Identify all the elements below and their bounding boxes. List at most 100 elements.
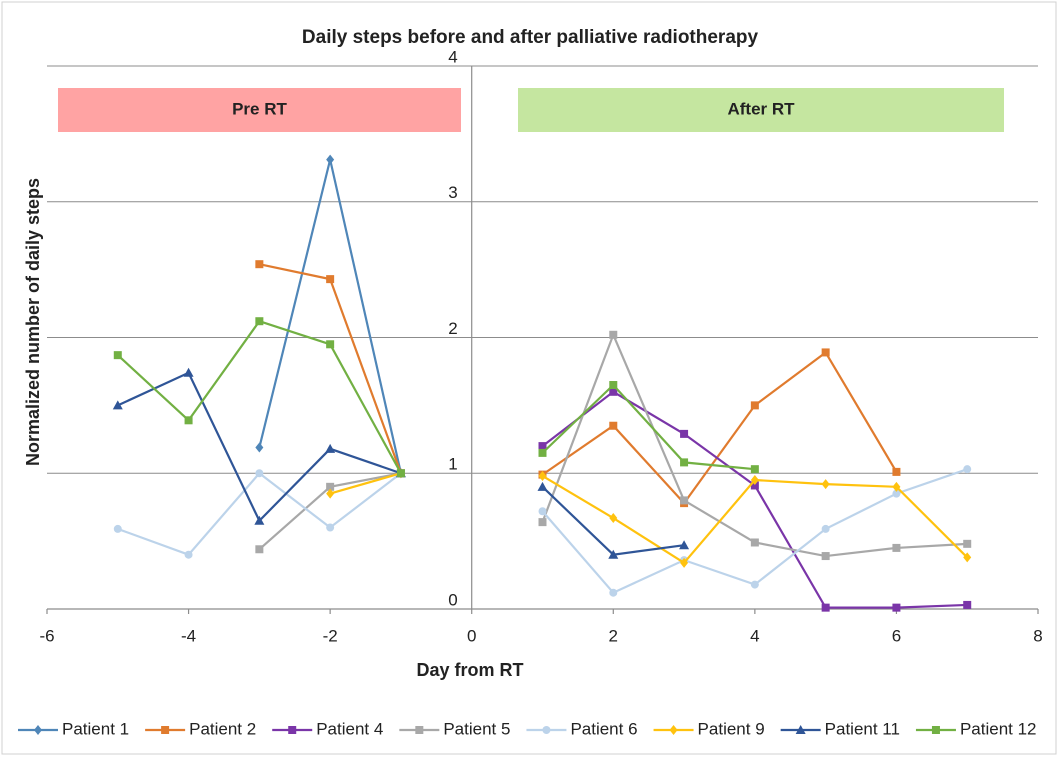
x-tick-label: 6 <box>892 626 901 645</box>
marker <box>537 481 548 491</box>
marker <box>750 401 759 410</box>
y-tick-label: 1 <box>448 455 457 474</box>
marker <box>795 725 806 734</box>
x-tick-label: 2 <box>609 626 618 645</box>
x-tick-label: -6 <box>39 626 54 645</box>
y-tick-label: 2 <box>448 319 457 338</box>
marker <box>821 552 830 561</box>
marker <box>538 470 547 481</box>
marker <box>609 381 618 390</box>
series-line <box>329 472 402 495</box>
y-tick-label: 4 <box>448 47 457 66</box>
marker <box>326 523 335 532</box>
marker <box>680 458 689 467</box>
marker <box>34 725 42 735</box>
legend-label: Patient 5 <box>443 719 510 738</box>
marker <box>963 552 972 563</box>
annotation-label: After RT <box>727 99 795 118</box>
series-line <box>541 383 755 471</box>
marker <box>326 482 335 491</box>
marker <box>750 580 759 589</box>
marker <box>112 400 123 410</box>
marker <box>326 340 335 349</box>
marker <box>326 275 335 284</box>
marker <box>750 481 759 490</box>
marker <box>609 588 618 597</box>
x-tick-label: 4 <box>750 626 759 645</box>
marker <box>184 550 193 559</box>
marker <box>255 442 264 453</box>
marker <box>963 465 972 474</box>
annotation-box <box>518 88 1004 132</box>
marker <box>609 330 618 339</box>
marker <box>821 479 830 490</box>
marker <box>396 469 405 478</box>
annotation-label: Pre RT <box>232 99 287 118</box>
marker <box>161 726 170 734</box>
legend-label: Patient 1 <box>62 719 129 738</box>
marker <box>326 154 335 165</box>
marker <box>288 726 297 734</box>
series-line <box>541 350 898 505</box>
marker <box>609 387 618 396</box>
marker <box>415 726 424 734</box>
marker <box>609 513 618 524</box>
marker <box>680 496 689 505</box>
series <box>113 317 759 478</box>
marker <box>963 539 972 548</box>
legend-label: Patient 6 <box>570 719 637 738</box>
marker <box>542 726 551 734</box>
marker <box>821 603 830 612</box>
marker <box>326 488 335 499</box>
marker <box>538 442 547 451</box>
marker <box>255 260 264 269</box>
y-tick-label: 0 <box>448 590 457 609</box>
legend-label: Patient 11 <box>825 719 900 738</box>
annotation-box <box>58 88 461 132</box>
marker <box>255 469 264 478</box>
series <box>255 330 972 561</box>
chart-title: Daily steps before and after palliative … <box>302 27 759 48</box>
marker <box>821 524 830 533</box>
marker <box>255 545 264 554</box>
marker <box>963 600 972 609</box>
marker <box>669 725 678 735</box>
legend-label: Patient 2 <box>189 719 256 738</box>
x-tick-label: -2 <box>323 626 338 645</box>
marker <box>750 465 759 474</box>
marker <box>750 475 759 486</box>
x-tick-label: 8 <box>1033 626 1042 645</box>
marker <box>538 518 547 527</box>
marker <box>892 489 901 498</box>
y-tick-label: 3 <box>448 183 457 202</box>
marker <box>113 351 122 360</box>
marker <box>608 549 619 559</box>
marker <box>892 481 901 492</box>
y-axis-title: Normalized number of daily steps <box>23 178 43 466</box>
legend-label: Patient 12 <box>960 719 1037 738</box>
marker <box>750 538 759 547</box>
marker <box>538 507 547 516</box>
marker <box>254 515 265 525</box>
x-axis-title: Day from RT <box>416 660 523 680</box>
marker <box>680 429 689 438</box>
marker <box>892 603 901 612</box>
marker <box>892 543 901 552</box>
legend-label: Patient 9 <box>698 719 765 738</box>
marker <box>538 448 547 457</box>
marker <box>609 421 618 430</box>
marker <box>113 524 122 533</box>
marker <box>680 557 689 568</box>
x-tick-label: -4 <box>181 626 196 645</box>
marker <box>184 416 193 425</box>
marker <box>679 540 690 550</box>
marker <box>931 726 940 734</box>
marker <box>255 317 264 326</box>
marker <box>892 467 901 476</box>
series <box>326 468 972 568</box>
x-tick-label: 0 <box>467 626 476 645</box>
marker <box>183 367 194 377</box>
marker <box>325 443 336 453</box>
series <box>112 367 690 559</box>
